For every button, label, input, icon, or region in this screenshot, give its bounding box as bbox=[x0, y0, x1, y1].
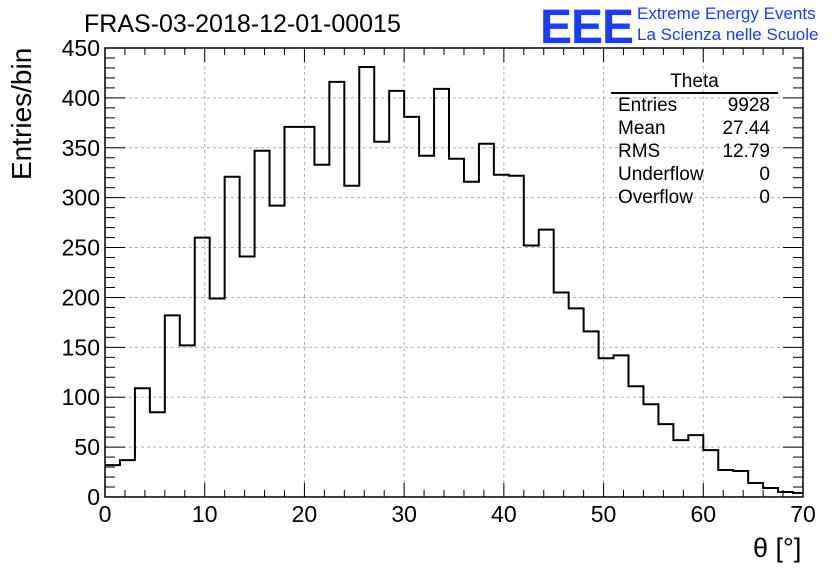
x-tick-label: 20 bbox=[292, 501, 318, 527]
stats-box: Theta Entries 9928 Mean 27.44 RMS 12.79 … bbox=[611, 72, 778, 209]
histogram-bin bbox=[673, 440, 688, 497]
chart-title: FRAS-03-2018-12-01-00015 bbox=[84, 10, 401, 38]
y-tick-label: 400 bbox=[62, 85, 100, 111]
stats-row-underflow: Underflow 0 bbox=[611, 163, 778, 186]
histogram-bin bbox=[449, 159, 464, 497]
x-tick-label: 50 bbox=[591, 501, 617, 527]
histogram-outline bbox=[105, 65, 803, 495]
histogram-bin bbox=[748, 483, 763, 497]
x-axis-label: θ [°] bbox=[753, 533, 802, 563]
stats-row-entries: Entries 9928 bbox=[611, 94, 778, 117]
y-tick-label: 200 bbox=[62, 284, 100, 310]
histogram-bin bbox=[419, 156, 434, 497]
histogram-bin bbox=[763, 488, 778, 497]
y-tick-label: 350 bbox=[62, 135, 100, 161]
stats-row-rms: RMS 12.79 bbox=[611, 140, 778, 163]
stats-row-mean: Mean 27.44 bbox=[611, 117, 778, 140]
histogram-bin bbox=[629, 386, 644, 497]
histogram-bin bbox=[703, 450, 718, 497]
histogram-bin bbox=[359, 67, 374, 497]
histogram-bin bbox=[479, 144, 494, 497]
histogram-bin bbox=[554, 292, 569, 497]
y-tick-label: 50 bbox=[74, 434, 100, 460]
histogram-bin bbox=[584, 331, 599, 497]
histogram-bin bbox=[464, 182, 479, 497]
histogram-bin bbox=[658, 424, 673, 497]
histogram-bin bbox=[688, 435, 703, 497]
stats-value: 27.44 bbox=[722, 118, 770, 139]
logo-subtitle-line2: La Scienza nelle Scuole bbox=[637, 25, 819, 44]
histogram-bin bbox=[509, 176, 524, 497]
stats-label: Entries bbox=[618, 95, 678, 116]
y-tick-label: 300 bbox=[62, 185, 100, 211]
histogram-bin bbox=[524, 246, 539, 497]
histogram-bin bbox=[284, 127, 299, 497]
x-tick-label: 40 bbox=[491, 501, 517, 527]
histogram-bin bbox=[135, 388, 150, 497]
y-tick-label: 100 bbox=[62, 384, 100, 410]
x-tick-label: 10 bbox=[192, 501, 218, 527]
histogram-bin bbox=[120, 460, 135, 497]
x-tick-label: 70 bbox=[790, 501, 816, 527]
histogram-bin bbox=[255, 151, 270, 497]
x-tick-label: 30 bbox=[391, 501, 417, 527]
eee-logo: EEE bbox=[540, 1, 634, 54]
histogram-bin bbox=[180, 345, 195, 497]
histogram-bin bbox=[389, 91, 404, 497]
x-tick-label: 60 bbox=[690, 501, 716, 527]
histogram-bin bbox=[299, 127, 314, 497]
histogram-bin bbox=[718, 470, 733, 497]
histogram-bin bbox=[195, 238, 210, 497]
axis-ticks bbox=[104, 47, 804, 498]
histogram-bin bbox=[240, 257, 255, 497]
histogram-bin bbox=[105, 465, 120, 497]
histogram-bin bbox=[599, 358, 614, 497]
x-tick-label: 0 bbox=[99, 501, 112, 527]
histogram-bin bbox=[733, 471, 748, 497]
stats-label: Underflow bbox=[618, 164, 704, 185]
stats-value: 12.79 bbox=[722, 141, 770, 162]
histogram-bin bbox=[150, 412, 165, 497]
axes-frame bbox=[104, 47, 804, 498]
histogram-bin bbox=[569, 308, 584, 497]
histogram-series bbox=[105, 65, 803, 497]
histogram-bin bbox=[404, 117, 419, 497]
stats-label: Overflow bbox=[618, 187, 693, 208]
stats-value: 9928 bbox=[727, 95, 770, 116]
y-tick-label: 150 bbox=[62, 334, 100, 360]
histogram-bin bbox=[643, 404, 658, 497]
y-axis-label: Entries/bin bbox=[6, 47, 37, 180]
histogram-bin bbox=[270, 206, 285, 497]
y-tick-label: 450 bbox=[62, 35, 100, 61]
y-tick-label: 250 bbox=[62, 235, 100, 261]
histogram-bin bbox=[165, 315, 180, 497]
histogram-bin bbox=[494, 175, 509, 497]
histogram-bin bbox=[225, 177, 240, 497]
stats-label: Mean bbox=[618, 118, 666, 139]
histogram-bin bbox=[434, 89, 449, 497]
histogram-bin bbox=[539, 230, 554, 497]
histogram-bin bbox=[374, 142, 389, 497]
stats-value: 0 bbox=[759, 164, 770, 185]
histogram-bin bbox=[344, 186, 359, 497]
stats-title: Theta bbox=[611, 72, 778, 94]
grid bbox=[105, 48, 803, 497]
histogram-bin bbox=[614, 355, 629, 497]
y-tick-label: 0 bbox=[87, 484, 100, 510]
axis-tick-labels: 0 10 20 30 40 50 60 70 0 50 100 150 200 250 300 350 400 4… bbox=[62, 35, 816, 527]
stats-label: RMS bbox=[618, 141, 661, 162]
stats-row-overflow: Overflow 0 bbox=[611, 186, 778, 209]
histogram-bin bbox=[210, 298, 225, 497]
histogram-bin bbox=[329, 82, 344, 497]
plot-frame bbox=[104, 47, 804, 498]
stats-value: 0 bbox=[759, 187, 770, 208]
logo-subtitle-line1: Extreme Energy Events bbox=[637, 4, 816, 23]
